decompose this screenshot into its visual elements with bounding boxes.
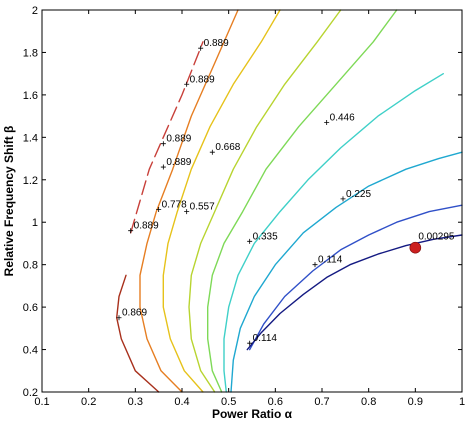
contour-label: 0.114	[253, 333, 278, 344]
contour-label-marker	[247, 238, 253, 244]
contour-line-9	[248, 204, 463, 351]
contour-label-marker	[160, 164, 166, 170]
y-tick-label: 0.4	[23, 345, 38, 357]
contour-label: 0.225	[346, 189, 371, 200]
y-tick-label: 1.8	[23, 47, 38, 59]
x-tick-label: 1	[459, 396, 465, 408]
contour-line-6	[206, 9, 398, 393]
contour-label: 0.335	[253, 231, 278, 242]
contour-label-marker	[312, 262, 318, 268]
contour-label: 0.668	[215, 142, 240, 153]
contour-label-marker	[209, 149, 215, 155]
contour-line-2	[129, 41, 204, 234]
x-tick-label: 0.6	[268, 396, 283, 408]
contour-line-4	[162, 9, 281, 393]
y-axis-label: Relative Frequency Shift β	[2, 126, 16, 277]
contour-label: 0.889	[204, 38, 229, 49]
contour-label-group: 0.889 0.889 0.889 0.889 0.889 0.869 0.778 0.668…	[116, 38, 371, 346]
contour-line-5	[188, 9, 342, 393]
contour-line-7	[223, 72, 444, 393]
contour-label: 0.889	[134, 221, 159, 232]
y-tick-label: 0.6	[23, 302, 38, 314]
y-tick-label: 1.4	[23, 132, 38, 144]
x-tick-label: 0.3	[128, 396, 143, 408]
contour-label: 0.889	[166, 157, 191, 168]
contour-label-marker	[324, 119, 330, 125]
contour-label: 0.869	[122, 308, 147, 319]
x-tick-label: 0.8	[361, 396, 376, 408]
contour-line-10	[246, 234, 463, 351]
contour-label: 0.778	[162, 199, 187, 210]
plot-frame	[41, 9, 463, 393]
marked-point-group: 0.00295	[409, 232, 455, 254]
contour-lines	[115, 9, 463, 393]
contour-label-marker	[247, 340, 253, 346]
contour-label-marker	[184, 81, 190, 87]
contour-label: 0.889	[190, 74, 215, 85]
x-tick-label: 0.2	[81, 396, 96, 408]
y-axis-ticks: 0.2 0.4 0.6 0.8 1 1.2 1.4 1.6 1.8 2	[23, 5, 462, 399]
x-tick-label: 0.4	[174, 396, 189, 408]
y-tick-label: 1.2	[23, 175, 38, 187]
contour-label-marker	[198, 45, 204, 51]
contour-line-8	[230, 151, 463, 393]
marked-point	[409, 241, 422, 254]
y-tick-label: 0.8	[23, 260, 38, 272]
contour-label-marker	[160, 141, 166, 147]
contour-label-marker	[116, 315, 122, 321]
contour-label-marker	[128, 228, 134, 234]
x-axis-ticks: 0.1 0.2 0.3 0.4 0.5 0.6 0.7 0.8 0.9 1	[34, 10, 465, 408]
contour-label-marker	[184, 209, 190, 215]
marked-point-label: 0.00295	[418, 232, 455, 243]
contour-label: 0.446	[330, 112, 355, 123]
contour-label-marker	[156, 206, 162, 212]
y-tick-label: 1	[32, 217, 38, 229]
y-tick-label: 2	[32, 5, 38, 17]
x-tick-label: 0.9	[408, 396, 423, 408]
contour-line-3	[139, 9, 239, 393]
x-axis-label: Power Ratio α	[212, 407, 293, 421]
y-tick-label: 1.6	[23, 90, 38, 102]
contour-label-marker	[340, 196, 346, 202]
contour-label: 0.557	[190, 202, 215, 213]
x-tick-label: 0.5	[221, 396, 236, 408]
x-tick-label: 0.7	[314, 396, 329, 408]
x-tick-label: 0.1	[34, 396, 49, 408]
y-tick-label: 0.2	[23, 387, 38, 399]
contour-label: 0.889	[166, 134, 191, 145]
contour-label: 0.114	[318, 255, 343, 266]
contour-line-1	[115, 274, 160, 393]
